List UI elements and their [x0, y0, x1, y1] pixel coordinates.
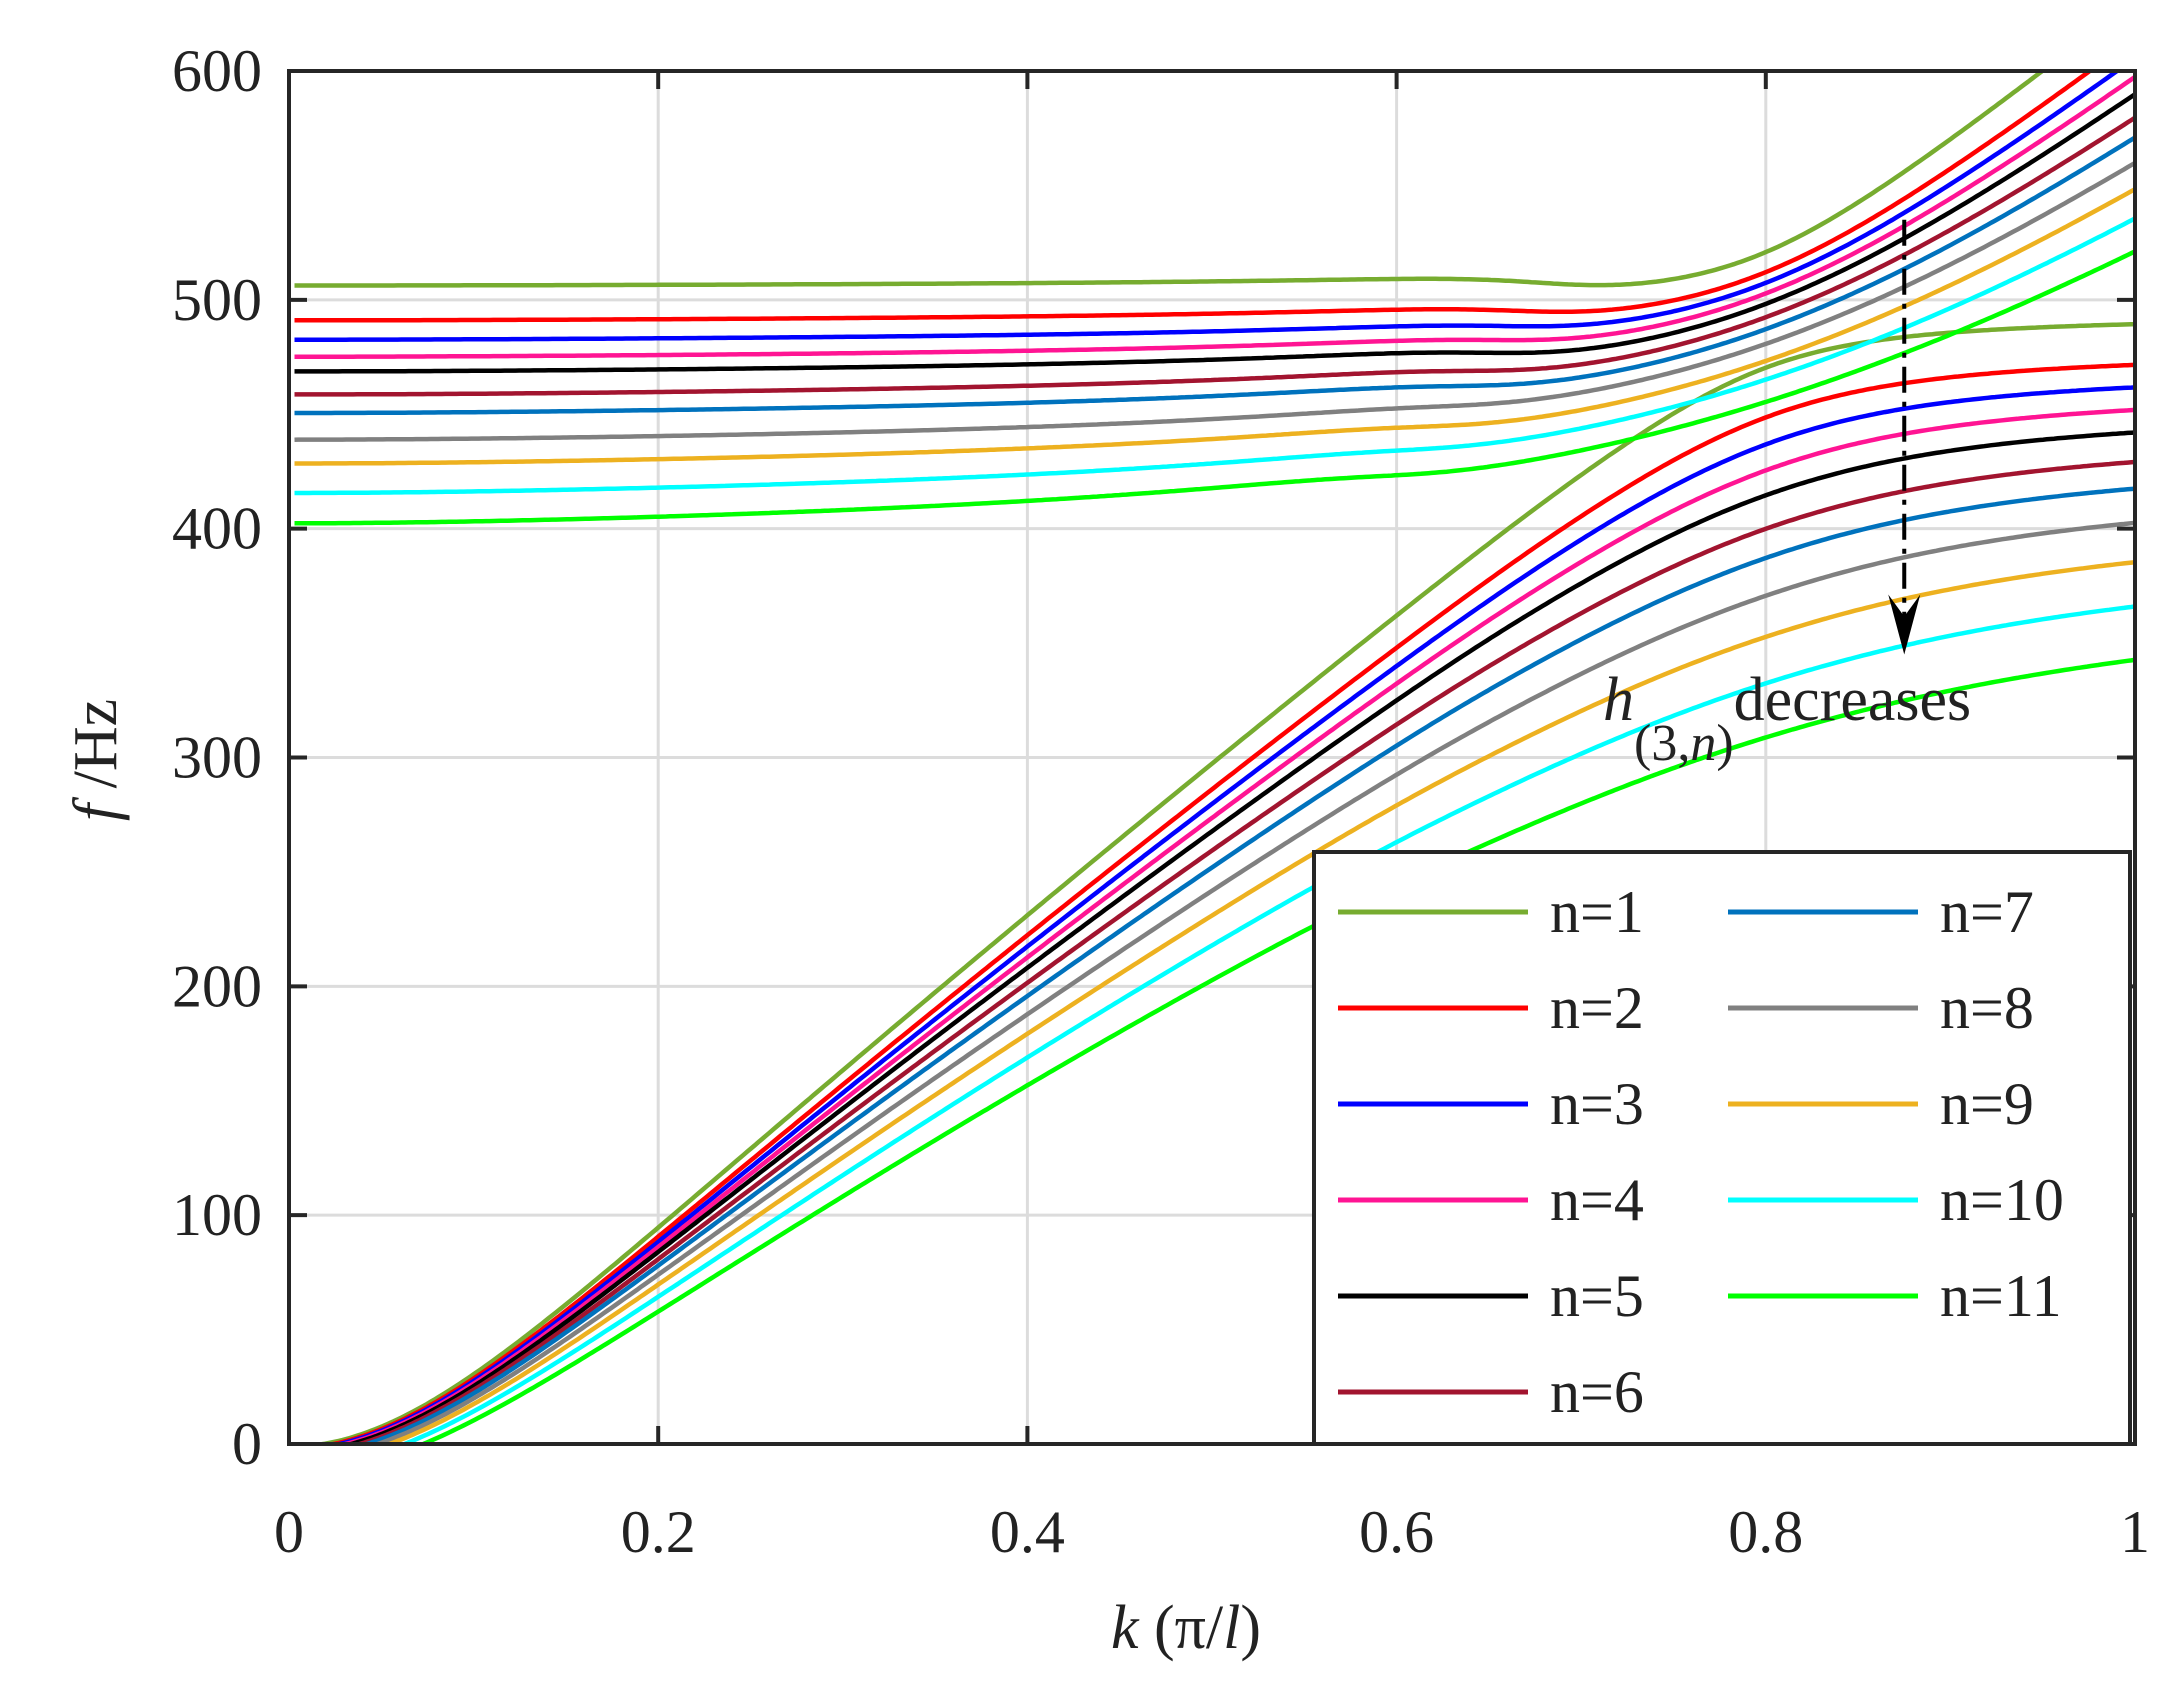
y-tick-label: 100	[172, 1182, 262, 1248]
x-axis-label: k (π/l)	[1111, 1594, 1261, 1662]
x-tick-label: 0.4	[990, 1499, 1065, 1565]
curve-lower-n=1	[304, 321, 2135, 1444]
x-tick-label: 0.8	[1728, 1499, 1803, 1565]
curve-upper-n=1	[294, 71, 2046, 288]
y-tick-label: 500	[172, 267, 262, 333]
legend-label-n=1: n=1	[1550, 879, 1644, 945]
legend-label-n=5: n=5	[1550, 1263, 1644, 1329]
annotation-label: h(3,n)decreases	[1603, 666, 1971, 772]
dispersion-curves	[294, 71, 2135, 1444]
curve-upper-n=8	[294, 160, 2135, 442]
curve-upper-n=3	[294, 71, 2121, 342]
y-tick-label: 400	[172, 496, 262, 562]
curve-upper-n=6	[294, 115, 2135, 397]
curve-upper-n=5	[294, 92, 2135, 374]
curve-upper-n=7	[294, 135, 2135, 416]
curve-lower-n=7	[359, 486, 2135, 1444]
curve-upper-n=11	[294, 249, 2135, 526]
curve-lower-n=5	[341, 430, 2135, 1444]
curve-upper-n=9	[294, 187, 2135, 466]
legend-label-n=7: n=7	[1940, 879, 2034, 945]
annotation-arrow	[1888, 219, 1921, 655]
x-tick-label: 0	[274, 1499, 304, 1565]
curve-lower-n=4	[335, 407, 2135, 1444]
curve-upper-n=10	[294, 216, 2135, 496]
y-tick-label: 600	[172, 38, 262, 104]
y-tick-label: 300	[172, 725, 262, 791]
legend-label-n=3: n=3	[1550, 1071, 1644, 1137]
curve-lower-n=10	[398, 604, 2135, 1444]
curve-lower-n=2	[321, 362, 2135, 1444]
y-tick-labels: 0 100 200 300 400 500 600	[172, 38, 262, 1477]
curve-lower-n=9	[382, 559, 2135, 1444]
curve-upper-n=4	[294, 75, 2135, 359]
legend-label-n=11: n=11	[1940, 1263, 2062, 1329]
legend-box	[1312, 850, 2132, 1446]
legend-label-n=6: n=6	[1550, 1359, 1644, 1425]
x-tick-label: 0.2	[621, 1499, 696, 1565]
legend-label-n=10: n=10	[1940, 1167, 2064, 1233]
y-tick-label: 200	[172, 953, 262, 1019]
x-tick-labels: 0 0.2 0.4 0.6 0.8 1	[274, 1499, 2150, 1565]
y-axis-label: f /Hz	[62, 699, 130, 821]
curve-upper-n=2	[294, 71, 2094, 323]
legend-label-n=9: n=9	[1940, 1071, 2034, 1137]
legend: n=1 n=2 n=3 n=4 n=5 n=6 n=7 n=8 n=9 n=10 n=11	[1338, 879, 2064, 1425]
curve-lower-n=6	[351, 459, 2135, 1444]
legend-label-n=4: n=4	[1550, 1167, 1644, 1233]
legend-label-n=8: n=8	[1940, 975, 2034, 1041]
y-tick-label: 0	[232, 1411, 262, 1477]
curve-lower-n=11	[417, 657, 2135, 1444]
curve-lower-n=8	[370, 520, 2135, 1444]
legend-label-n=2: n=2	[1550, 975, 1644, 1041]
x-tick-label: 1	[2120, 1499, 2150, 1565]
x-tick-label: 0.6	[1359, 1499, 1434, 1565]
curve-lower-n=3	[328, 385, 2135, 1444]
